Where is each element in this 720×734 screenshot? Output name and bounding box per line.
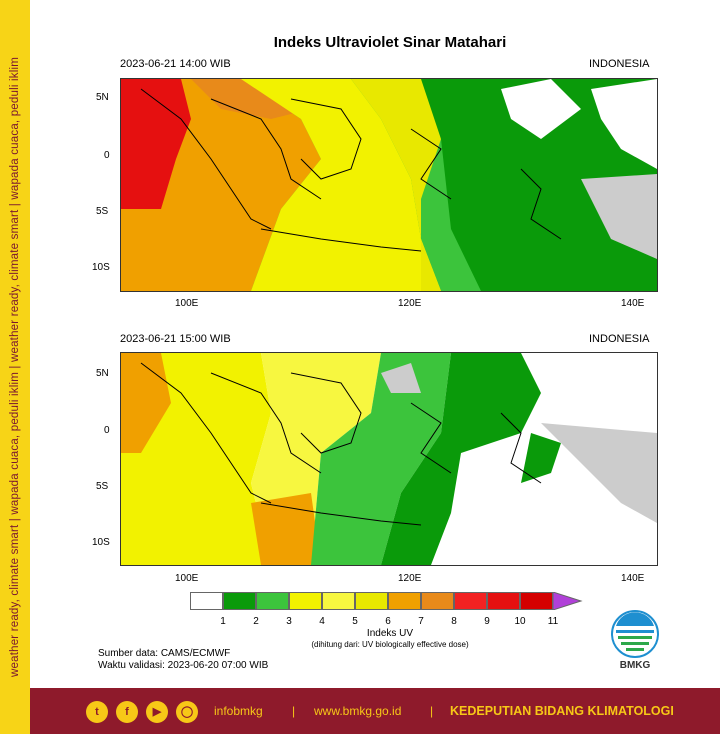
panel1-region: INDONESIA <box>589 58 650 70</box>
colorbar-subtitle: (dihitung dari: UV biologically effectiv… <box>311 640 469 649</box>
panel2-lon-100e: 100E <box>175 573 199 584</box>
colorbar-cell <box>256 592 289 610</box>
colorbar-cell <box>355 592 388 610</box>
colorbar-tick-label: 2 <box>253 616 259 627</box>
colorbar-extend-arrow <box>553 592 583 610</box>
colorbar-cell <box>190 592 223 610</box>
panel1-lat-5n: 5N <box>96 92 109 103</box>
footer-bar: t f ▶ ◯ infobmkg | www.bmkg.go.id | KEDE… <box>30 688 720 734</box>
twitter-icon[interactable]: t <box>86 701 108 723</box>
social-handle[interactable]: infobmkg <box>214 704 263 718</box>
side-strip: weather ready, climate smart | wapada cu… <box>0 0 30 734</box>
instagram-icon[interactable]: ◯ <box>176 701 198 723</box>
colorbar-tick-label: 7 <box>418 616 424 627</box>
bmkg-logo-icon <box>611 610 659 658</box>
colorbar-tick-label: 6 <box>385 616 391 627</box>
colorbar-cell <box>289 592 322 610</box>
facebook-icon[interactable]: f <box>116 701 138 723</box>
panel2-lon-140e: 140E <box>621 573 645 584</box>
panel2-lat-0: 0 <box>104 425 110 436</box>
bmkg-logo-text: BMKG <box>619 660 651 671</box>
panel2-lat-5n: 5N <box>96 368 109 379</box>
colorbar-cell <box>223 592 256 610</box>
uv-map-panel-2 <box>120 352 658 566</box>
side-slogan: weather ready, climate smart | wapada cu… <box>9 57 21 677</box>
colorbar-cell <box>388 592 421 610</box>
colorbar-cell <box>454 592 487 610</box>
colorbar-tick-label: 10 <box>514 616 526 627</box>
page-title: Indeks Ultraviolet Sinar Matahari <box>273 34 507 51</box>
panel2-region: INDONESIA <box>589 333 650 345</box>
panel2-lat-5s: 5S <box>96 481 109 492</box>
panel2-datetime: 2023-06-21 15:00 WIB <box>120 333 231 345</box>
panel2-lon-120e: 120E <box>398 573 422 584</box>
colorbar-cell <box>322 592 355 610</box>
colorbar-cell <box>487 592 520 610</box>
data-source: Sumber data: CAMS/ECMWF <box>98 648 231 659</box>
panel1-lon-120e: 120E <box>398 298 422 309</box>
panel1-lat-5s: 5S <box>96 206 109 217</box>
colorbar-tick-label: 9 <box>484 616 490 627</box>
youtube-icon[interactable]: ▶ <box>146 701 168 723</box>
panel1-datetime: 2023-06-21 14:00 WIB <box>120 58 231 70</box>
panel1-lat-10s: 10S <box>92 262 110 273</box>
colorbar-title: Indeks UV <box>366 628 414 639</box>
colorbar-cell <box>421 592 454 610</box>
organization-name: KEDEPUTIAN BIDANG KLIMATOLOGI <box>450 704 674 718</box>
validity-time: Waktu validasi: 2023-06-20 07:00 WIB <box>98 660 269 671</box>
website-link[interactable]: www.bmkg.go.id <box>314 704 402 718</box>
colorbar-tick-label: 3 <box>286 616 292 627</box>
panel2-lat-10s: 10S <box>92 537 110 548</box>
uv-map-panel-1 <box>120 78 658 292</box>
colorbar-tick-label: 4 <box>319 616 325 627</box>
panel1-lon-100e: 100E <box>175 298 199 309</box>
panel1-lat-0: 0 <box>104 150 110 161</box>
colorbar-tick-label: 11 <box>547 616 559 627</box>
panel1-lon-140e: 140E <box>621 298 645 309</box>
footer-separator: | <box>292 704 296 718</box>
colorbar-tick-label: 8 <box>451 616 457 627</box>
colorbar-tick-label: 1 <box>220 616 226 627</box>
footer-separator: | <box>430 704 434 718</box>
colorbar-cell <box>520 592 553 610</box>
colorbar-tick-label: 5 <box>352 616 358 627</box>
